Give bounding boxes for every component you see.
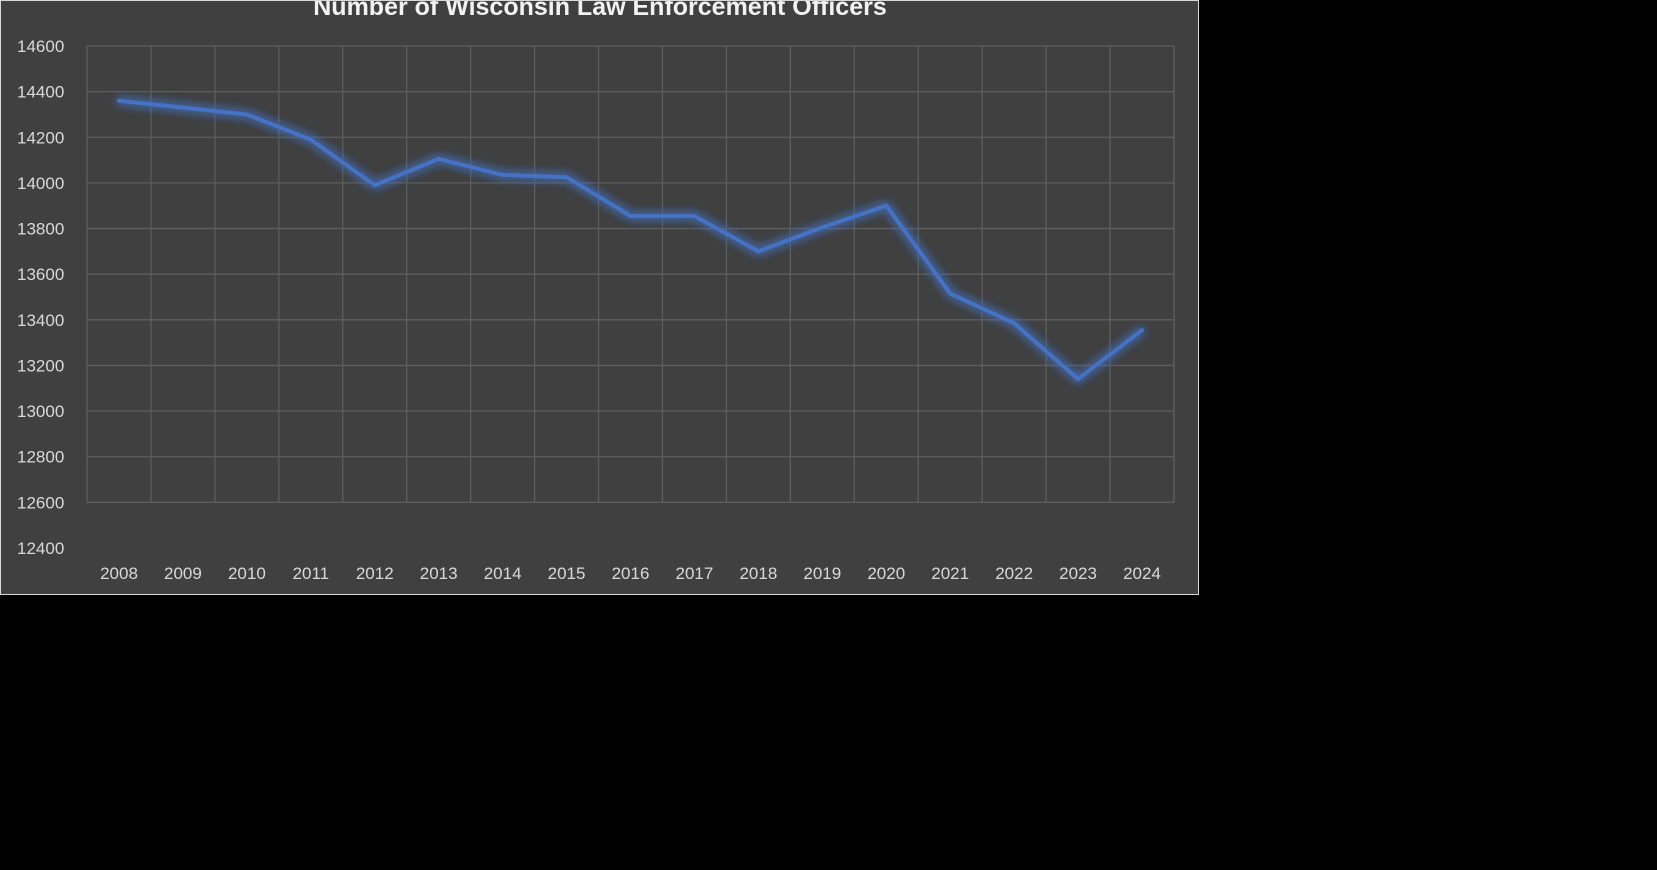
- x-tick-label: 2018: [739, 564, 777, 583]
- x-tick-label: 2010: [228, 564, 266, 583]
- x-tick-label: 2009: [164, 564, 202, 583]
- y-tick-label: 13400: [17, 311, 64, 330]
- x-tick-label: 2011: [293, 564, 330, 583]
- y-tick-label: 12800: [17, 448, 64, 467]
- x-tick-label: 2012: [356, 564, 394, 583]
- line-chart: Number of Wisconsin Law Enforcement Offi…: [1, 1, 1199, 595]
- y-tick-label: 13600: [17, 265, 64, 284]
- y-tick-label: 13000: [17, 402, 64, 421]
- y-tick-label: 13800: [17, 220, 64, 239]
- x-tick-label: 2015: [548, 564, 586, 583]
- y-tick-label: 13200: [17, 356, 64, 375]
- y-tick-label: 12600: [17, 493, 64, 512]
- series: [118, 99, 1144, 380]
- x-tick-label: 2008: [100, 564, 138, 583]
- y-tick-label: 14000: [17, 174, 64, 193]
- chart-title: Number of Wisconsin Law Enforcement Offi…: [313, 1, 887, 21]
- series-line: [119, 101, 1142, 379]
- x-axis-ticks: 2008 2009 2010 2011 2012 2013 2014 2015 2016 2017…: [100, 564, 1161, 583]
- x-tick-label: 2023: [1059, 564, 1097, 583]
- chart-frame: Number of Wisconsin Law Enforcement Offi…: [0, 0, 1199, 595]
- x-tick-label: 2020: [867, 564, 905, 583]
- x-tick-label: 2014: [484, 564, 522, 583]
- y-tick-label: 14200: [17, 128, 64, 147]
- x-tick-label: 2013: [420, 564, 458, 583]
- y-axis-ticks: 14600 14400 14200 14000 13800 13600 13400 13200…: [17, 37, 64, 558]
- x-tick-label: 2019: [803, 564, 841, 583]
- x-tick-label: 2017: [676, 564, 714, 583]
- x-tick-label: 2021: [931, 564, 969, 583]
- x-tick-label: 2022: [995, 564, 1033, 583]
- y-tick-label: 12400: [17, 539, 64, 558]
- y-tick-label: 14600: [17, 37, 64, 56]
- x-tick-label: 2024: [1123, 564, 1161, 583]
- x-tick-label: 2016: [612, 564, 650, 583]
- y-tick-label: 14400: [17, 83, 64, 102]
